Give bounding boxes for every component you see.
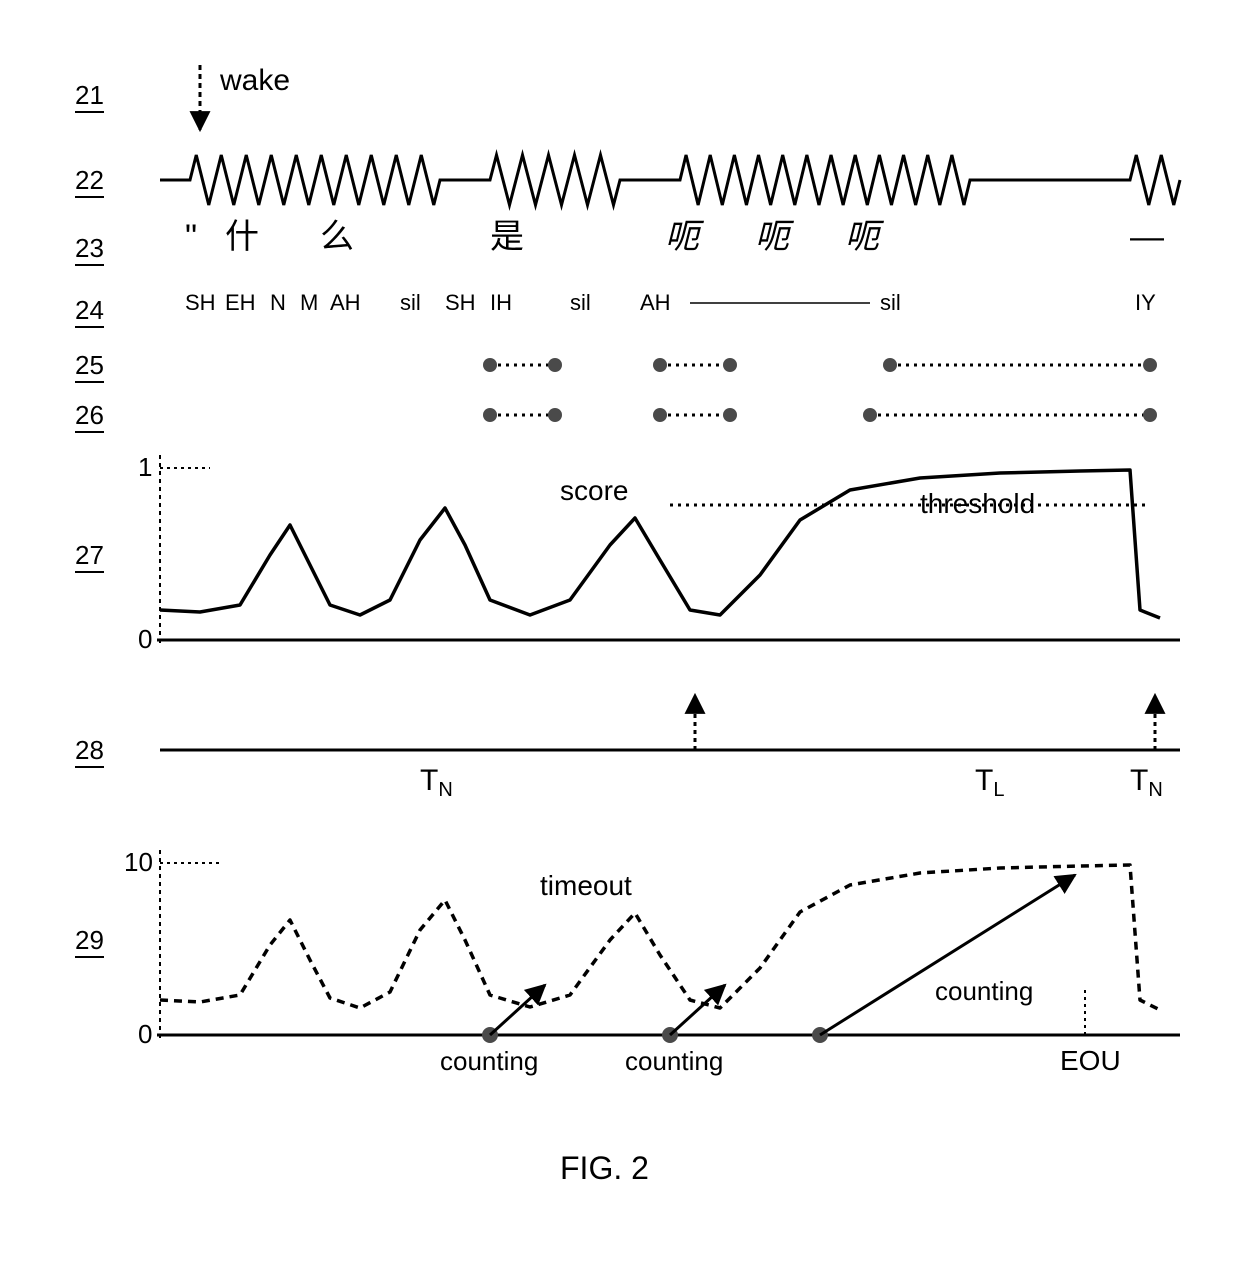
- svg-text:counting: counting: [935, 976, 1033, 1006]
- svg-text:TN: TN: [420, 764, 453, 801]
- svg-text:—: —: [1130, 218, 1164, 256]
- label-26: 26: [75, 400, 104, 433]
- label-29: 29: [75, 925, 104, 958]
- svg-text:10: 10: [124, 847, 153, 877]
- svg-text:sil: sil: [570, 290, 591, 315]
- svg-text:": ": [185, 218, 197, 256]
- svg-text:counting: counting: [625, 1046, 723, 1076]
- svg-text:呃: 呃: [845, 218, 885, 256]
- label-28: 28: [75, 735, 104, 768]
- diagram-svg: wake"什么是呃呃呃—SHEHNMAHsilSHIHsilAHsilIY10t…: [0, 0, 1240, 1267]
- svg-text:EOU: EOU: [1060, 1045, 1121, 1076]
- svg-text:呃: 呃: [755, 218, 795, 256]
- label-27: 27: [75, 540, 104, 573]
- svg-text:IY: IY: [1135, 290, 1156, 315]
- svg-text:EH: EH: [225, 290, 256, 315]
- svg-text:sil: sil: [400, 290, 421, 315]
- svg-text:TL: TL: [975, 764, 1004, 801]
- svg-text:AH: AH: [330, 290, 361, 315]
- svg-text:counting: counting: [440, 1046, 538, 1076]
- svg-text:SH: SH: [185, 290, 216, 315]
- figure-caption: FIG. 2: [560, 1150, 649, 1187]
- svg-text:threshold: threshold: [920, 488, 1035, 519]
- label-24: 24: [75, 295, 104, 328]
- svg-text:IH: IH: [490, 290, 512, 315]
- svg-text:sil: sil: [880, 290, 901, 315]
- label-25: 25: [75, 350, 104, 383]
- svg-text:score: score: [560, 475, 628, 506]
- svg-text:0: 0: [138, 624, 152, 654]
- svg-text:timeout: timeout: [540, 870, 632, 901]
- label-21: 21: [75, 80, 104, 113]
- svg-text:AH: AH: [640, 290, 671, 315]
- svg-text:是: 是: [490, 218, 524, 256]
- svg-text:wake: wake: [219, 64, 290, 97]
- svg-text:呃: 呃: [665, 218, 705, 256]
- svg-text:TN: TN: [1130, 764, 1163, 801]
- label-22: 22: [75, 165, 104, 198]
- svg-text:M: M: [300, 290, 318, 315]
- svg-text:SH: SH: [445, 290, 476, 315]
- label-23: 23: [75, 233, 104, 266]
- svg-text:1: 1: [138, 452, 152, 482]
- svg-text:么: 么: [320, 218, 354, 256]
- svg-text:什: 什: [225, 218, 259, 256]
- svg-text:0: 0: [138, 1019, 152, 1049]
- svg-text:N: N: [270, 290, 286, 315]
